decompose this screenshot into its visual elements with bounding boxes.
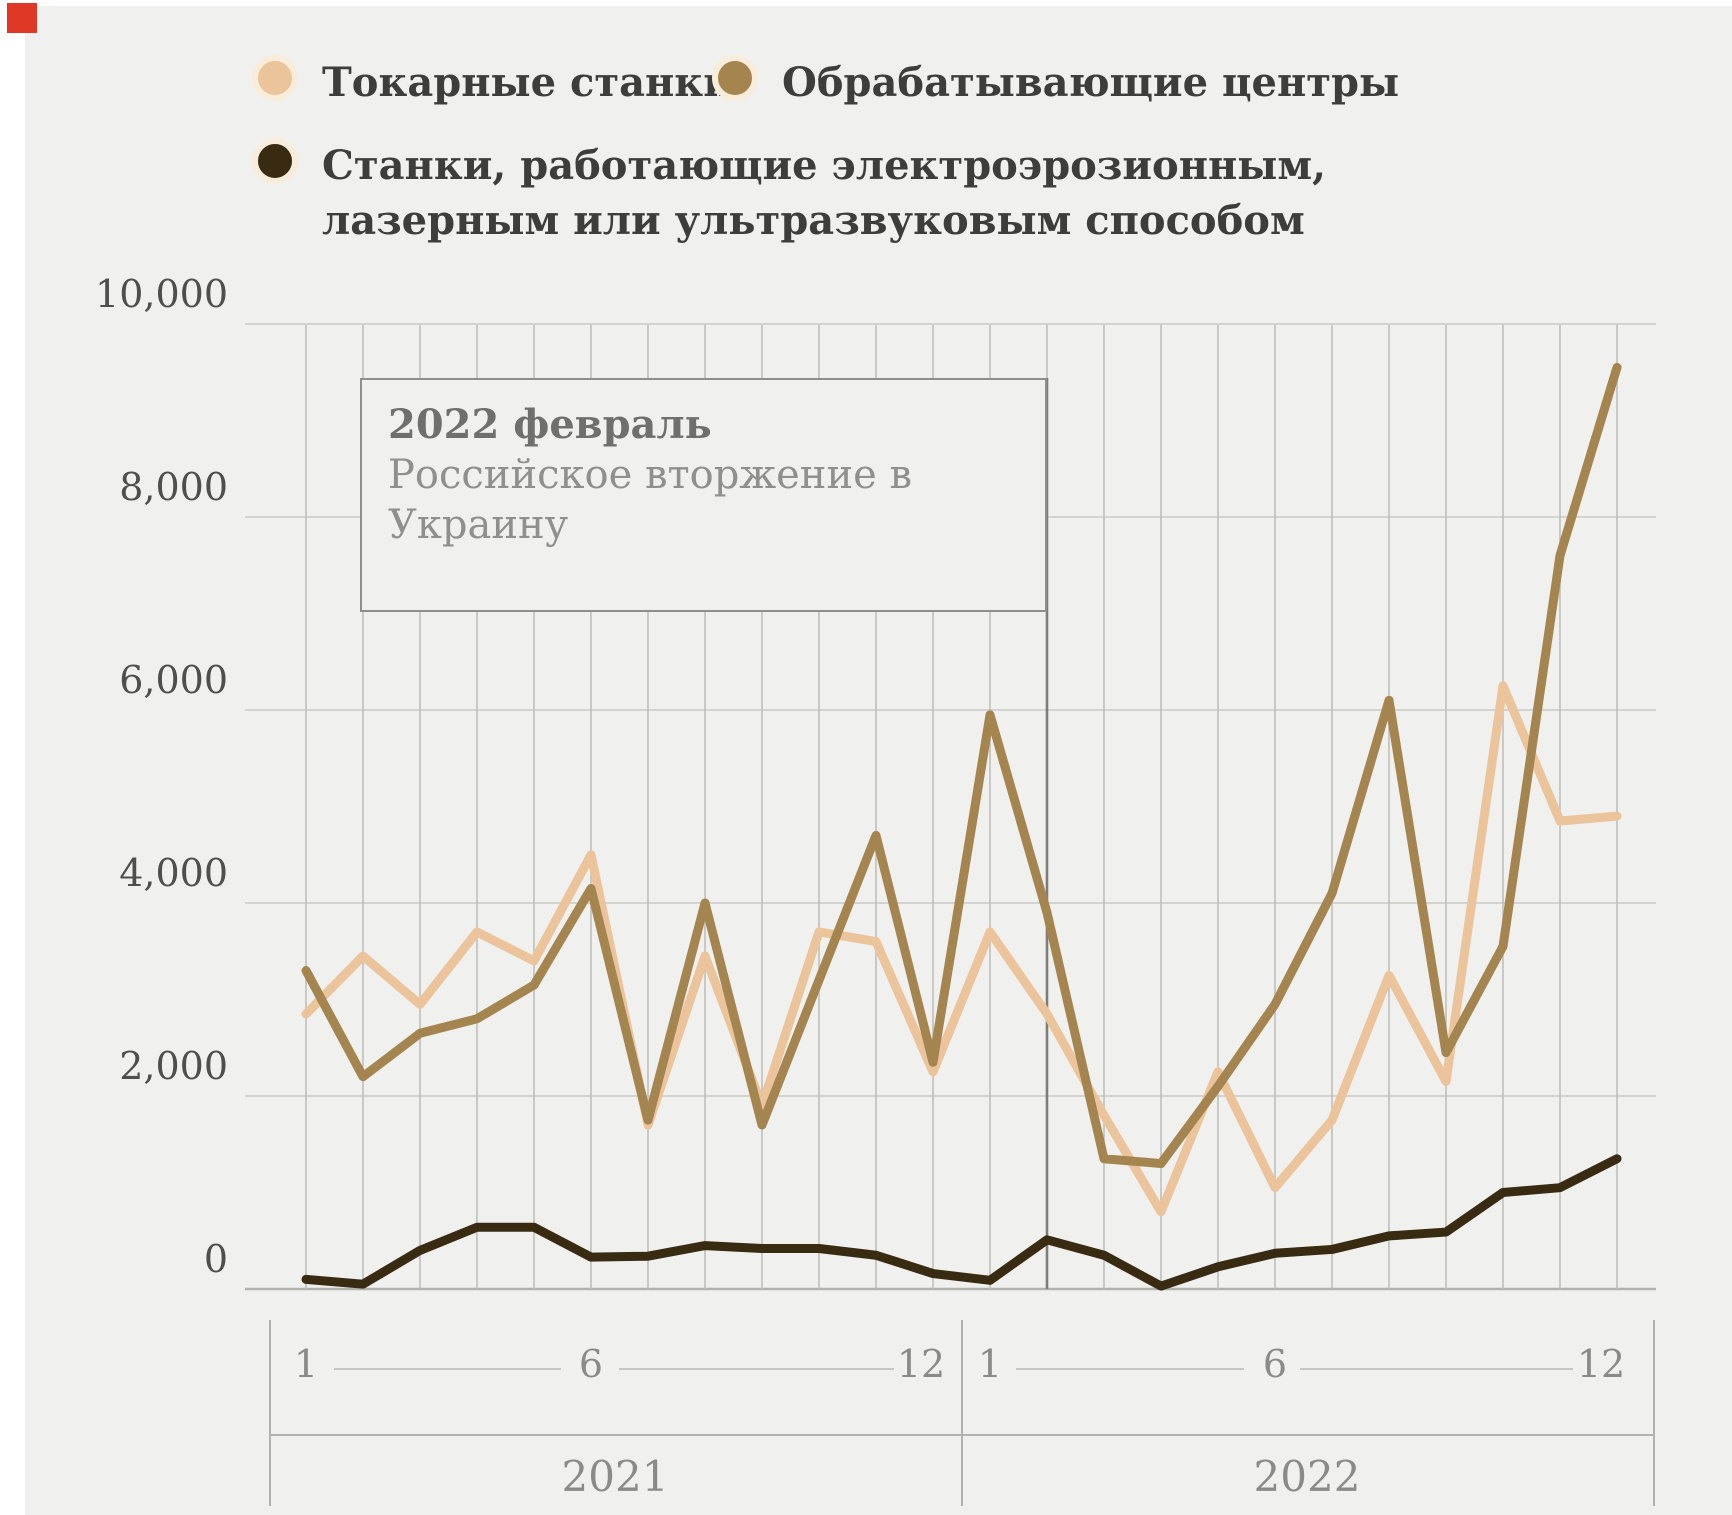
month-label: 12 bbox=[1576, 1342, 1626, 1386]
annotation-title: 2022 февраль bbox=[388, 401, 712, 448]
y-axis-label: 0 bbox=[203, 1237, 228, 1281]
legend-label-obrabatyvayushchie: Обрабатывающие центры bbox=[782, 59, 1400, 106]
month-label: 6 bbox=[578, 1342, 604, 1386]
y-axis-label: 10,000 bbox=[95, 272, 228, 316]
month-label: 6 bbox=[1262, 1342, 1288, 1386]
month-label: 12 bbox=[896, 1342, 946, 1386]
legend-item-obrabatyvayushchie: Обрабатывающие центры bbox=[712, 55, 1399, 110]
legend-dot-elektroerozionnye-icon bbox=[252, 138, 298, 184]
month-label: 1 bbox=[977, 1342, 1003, 1386]
annotation-text-line2: Украину bbox=[388, 502, 569, 548]
legend-label-line2: лазерным или ультразвуковым способом bbox=[322, 197, 1305, 244]
y-axis-label: 8,000 bbox=[119, 465, 228, 509]
legend-label-line1: Станки, работающие электроэрозионным, bbox=[322, 142, 1327, 189]
y-axis-label: 6,000 bbox=[119, 658, 228, 702]
month-label: 1 bbox=[293, 1342, 319, 1386]
axis-tick bbox=[269, 1320, 271, 1506]
year-label-2022: 2022 bbox=[1253, 1452, 1361, 1501]
y-axis-label: 2,000 bbox=[119, 1044, 228, 1088]
legend-item-tokarnye: Токарные станки bbox=[252, 55, 733, 110]
legend-label-tokarnye: Токарные станки bbox=[322, 59, 733, 106]
year-label-2021: 2021 bbox=[561, 1452, 669, 1501]
axis-tick bbox=[961, 1320, 963, 1506]
series-line-obrabatyvayushchie bbox=[301, 362, 1622, 1169]
month-connector bbox=[1300, 1368, 1573, 1370]
legend-label-elektroerozionnye: Станки, работающие электроэрозионным, ла… bbox=[322, 138, 1326, 248]
legend-item-elektroerozionnye: Станки, работающие электроэрозионным, ла… bbox=[252, 138, 1326, 248]
month-connector bbox=[334, 1368, 561, 1370]
legend-dot-obrabatyvayushchie-icon bbox=[712, 55, 758, 101]
axis-separator bbox=[269, 1434, 1653, 1436]
recording-indicator-square bbox=[7, 3, 37, 33]
series-line-elektroerozionnye bbox=[301, 1154, 1622, 1291]
month-connector bbox=[1016, 1368, 1244, 1370]
legend-dot-tokarnye-icon bbox=[252, 55, 298, 101]
chart-canvas bbox=[25, 6, 1732, 1515]
axis-tick bbox=[1653, 1320, 1655, 1506]
annotation-text-line1: Российское вторжение в bbox=[388, 452, 913, 498]
series-line-tokarnye bbox=[301, 681, 1622, 1217]
y-axis-label: 4,000 bbox=[119, 851, 228, 895]
annotation-box: 2022 февраль Российское вторжение в Укра… bbox=[360, 378, 1047, 612]
month-connector bbox=[619, 1368, 894, 1370]
